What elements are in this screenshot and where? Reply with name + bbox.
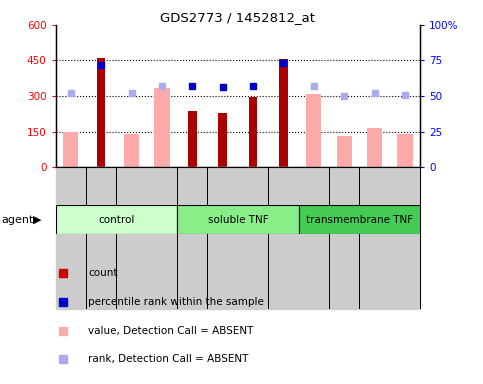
Bar <box>337 136 352 167</box>
Bar <box>359 167 360 309</box>
Text: count: count <box>88 268 118 278</box>
Bar <box>177 205 298 234</box>
Bar <box>116 167 117 309</box>
Bar <box>238 167 268 309</box>
Bar <box>116 167 147 309</box>
Bar <box>56 167 86 309</box>
Bar <box>147 167 177 309</box>
Text: percentile rank within the sample: percentile rank within the sample <box>88 297 264 307</box>
Text: rank, Detection Call = ABSENT: rank, Detection Call = ABSENT <box>88 354 249 364</box>
Bar <box>329 167 359 309</box>
Title: GDS2773 / 1452812_at: GDS2773 / 1452812_at <box>160 11 315 24</box>
Bar <box>298 205 420 234</box>
Bar <box>177 167 208 309</box>
Bar <box>329 167 330 309</box>
Text: control: control <box>98 215 134 225</box>
Text: transmembrane TNF: transmembrane TNF <box>306 215 413 225</box>
Bar <box>279 59 288 167</box>
Bar <box>188 111 197 167</box>
Bar <box>298 167 329 309</box>
Bar <box>56 205 177 234</box>
Bar <box>238 167 239 309</box>
Text: agent: agent <box>1 215 33 225</box>
Bar <box>306 94 322 167</box>
Bar <box>390 167 420 309</box>
Bar <box>420 167 421 309</box>
Bar <box>218 113 227 167</box>
Bar <box>359 167 390 309</box>
Bar <box>208 167 238 309</box>
Bar <box>124 134 139 167</box>
Bar <box>268 167 269 309</box>
Bar <box>154 88 170 167</box>
Bar <box>398 134 412 167</box>
Bar <box>97 58 105 167</box>
Text: value, Detection Call = ABSENT: value, Detection Call = ABSENT <box>88 326 254 336</box>
Text: soluble TNF: soluble TNF <box>208 215 268 225</box>
Bar <box>268 167 298 309</box>
Bar <box>63 132 78 167</box>
Bar <box>86 167 116 309</box>
Bar <box>367 128 382 167</box>
Bar <box>249 97 257 167</box>
Bar <box>177 167 178 309</box>
Text: ▶: ▶ <box>33 215 42 225</box>
Bar <box>298 167 299 309</box>
